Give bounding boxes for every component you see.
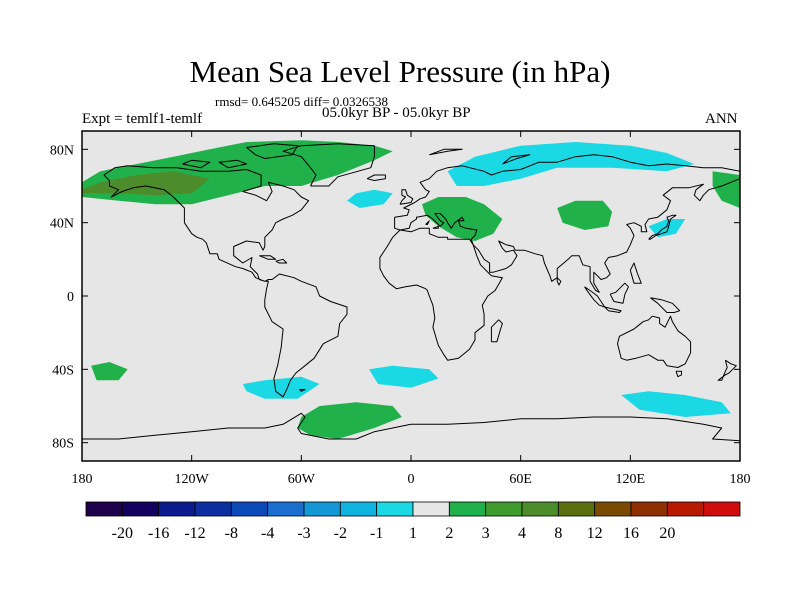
coastline	[218, 159, 247, 169]
lon-tick-label: 120W	[175, 472, 210, 487]
coastline	[556, 277, 562, 286]
lon-tick-label: 180	[72, 472, 93, 487]
lon-tick-label: 180	[730, 472, 751, 487]
coastline	[650, 297, 681, 313]
coastline	[617, 315, 692, 368]
colorbar-label: 16	[623, 525, 639, 542]
colorbar-label: -16	[148, 525, 169, 542]
coastline	[399, 189, 414, 205]
season-label: ANN	[705, 111, 738, 127]
colorbar-swatch	[267, 501, 305, 517]
coastline	[425, 220, 430, 225]
coastline	[648, 214, 677, 240]
colorbar-swatch	[412, 501, 450, 517]
plot-title: Mean Sea Level Pressure (in hPa)	[189, 54, 611, 89]
colorbar-swatch	[557, 501, 596, 517]
anomaly-region	[621, 391, 731, 417]
lat-tick-label: 0	[67, 290, 74, 305]
lat-tick-label: 40S	[52, 363, 74, 378]
coastline	[629, 262, 642, 284]
anomaly-region	[82, 171, 210, 196]
coastlines	[82, 143, 740, 442]
anomaly-region	[91, 362, 128, 381]
colorbar: -20 -16 -12 -8 -4 -3 -2 -1 1 2 3 4 8 12 16 20	[85, 501, 741, 542]
period-label: 05.0kyr BP - 05.0kyr BP	[322, 105, 471, 121]
anomaly-region	[557, 200, 613, 230]
coastline	[299, 389, 306, 392]
coastline	[432, 225, 439, 229]
lon-tick-label: 60W	[288, 472, 316, 487]
anomaly-region	[242, 376, 320, 399]
lat-tick-label: 80N	[50, 143, 74, 158]
coastline	[604, 306, 622, 313]
anomaly-region	[648, 219, 686, 238]
coastline	[584, 286, 606, 308]
colorbar-label: -3	[297, 525, 310, 542]
coastline	[675, 370, 682, 378]
colorbar-swatch	[194, 501, 232, 517]
coastline	[379, 227, 503, 361]
colorbar-label: -1	[370, 525, 383, 542]
coastline	[717, 359, 737, 381]
colorbar-label: 2	[445, 525, 453, 542]
coastline	[394, 154, 740, 293]
colorbar-swatch	[485, 501, 523, 517]
coastline	[246, 143, 299, 159]
coastline	[609, 282, 629, 304]
colorbar-label: 12	[587, 525, 603, 542]
colorbar-label: 1	[409, 525, 417, 542]
colorbar-label: 4	[518, 525, 526, 542]
coastline	[275, 258, 288, 264]
coastline	[502, 154, 531, 165]
colorbar-swatch	[85, 501, 123, 517]
colorbar-swatch	[230, 501, 269, 517]
experiment-label: Expt = temlf1-temlf	[82, 111, 203, 127]
colorbar-label: 20	[659, 525, 675, 542]
colorbar-swatch	[303, 501, 341, 517]
anomaly-region	[712, 171, 740, 208]
lat-tick-label: 80S	[52, 437, 74, 452]
stats-label: rmsd= 0.645205 diff= 0.0326538	[215, 94, 388, 109]
colorbar-label: -2	[334, 525, 347, 542]
colorbar-label: 3	[482, 525, 490, 542]
colorbar-swatch	[376, 501, 414, 517]
anomaly-region	[347, 189, 393, 208]
colorbar-swatch	[339, 501, 378, 517]
anomaly-region	[369, 365, 439, 388]
colorbar-swatch	[158, 501, 196, 517]
coastline	[103, 165, 348, 398]
coastline	[490, 319, 503, 343]
lat-tick-label: 40N	[50, 217, 74, 232]
colorbar-swatch	[666, 501, 705, 517]
colorbar-label: -4	[261, 525, 274, 542]
anomaly-region	[422, 197, 503, 241]
map-axis-ticks: 180 120W 60W 0 60E 120E 180 80N 40N 0 40S 80S	[50, 131, 751, 487]
lon-tick-label: 120E	[616, 472, 646, 487]
anomaly-region	[297, 402, 402, 439]
lon-tick-label: 60E	[509, 472, 532, 487]
colorbar-swatch	[448, 501, 487, 517]
colorbar-swatch	[121, 501, 160, 517]
colorbar-swatch	[594, 501, 632, 517]
coastline	[429, 148, 463, 156]
colorbar-label: -12	[184, 525, 205, 542]
colorbar-swatch	[703, 501, 741, 517]
coastline	[182, 159, 211, 169]
lon-tick-label: 0	[408, 472, 415, 487]
coastline	[282, 143, 375, 187]
anomaly-region	[447, 142, 695, 186]
coastline	[259, 255, 277, 260]
colorbar-label: -20	[112, 525, 133, 542]
colorbar-swatch	[630, 501, 668, 517]
coastline	[82, 412, 740, 442]
colorbar-label: -8	[225, 525, 238, 542]
colorbar-swatch	[521, 501, 559, 517]
coastline	[366, 174, 386, 181]
colorbar-label: 8	[554, 525, 562, 542]
